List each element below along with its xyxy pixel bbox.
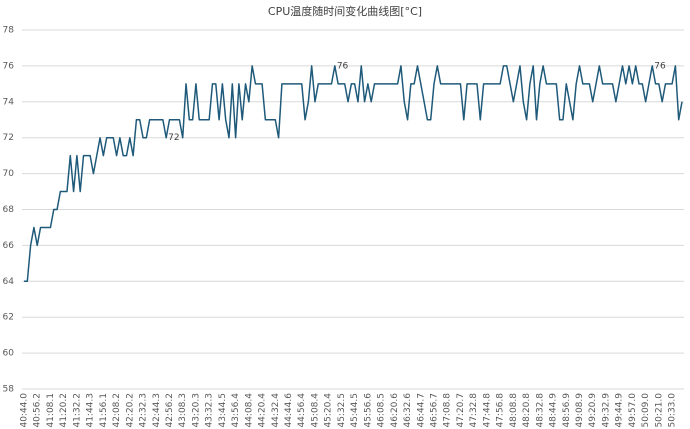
x-tick-label: 44:56.4 xyxy=(297,393,307,428)
x-tick-label: 48:32.8 xyxy=(535,393,545,428)
x-tick-label: 48:08.8 xyxy=(509,393,519,428)
x-tick-label: 40:44.0 xyxy=(20,393,30,428)
x-tick-label: 44:32.4 xyxy=(271,393,281,428)
x-tick-label: 49:57.0 xyxy=(628,393,638,428)
x-tick-label: 44:20.4 xyxy=(258,393,268,428)
y-tick-label: 62 xyxy=(3,313,14,323)
x-tick-label: 49:44.9 xyxy=(615,393,625,428)
data-line xyxy=(24,65,683,283)
x-tick-label: 46:56.7 xyxy=(430,393,440,428)
x-tick-label: 46:20.6 xyxy=(390,393,400,428)
x-tick-label: 47:56.8 xyxy=(496,393,506,428)
x-tick-label: 42:32.3 xyxy=(139,393,149,428)
y-tick-label: 76 xyxy=(3,61,15,71)
x-tick-label: 47:32.8 xyxy=(469,393,479,428)
x-tick-label: 49:08.9 xyxy=(575,393,585,428)
x-tick-label: 48:44.9 xyxy=(549,393,559,428)
y-tick-label: 60 xyxy=(3,349,15,359)
x-tick-label: 49:32.9 xyxy=(601,393,611,428)
x-tick-label: 50:09.0 xyxy=(641,393,651,428)
x-tick-label: 42:56.2 xyxy=(165,393,175,428)
x-tick-label: 50:21.0 xyxy=(654,393,664,428)
y-tick-label: 66 xyxy=(3,241,15,251)
x-tick-label: 40:56.2 xyxy=(33,393,43,428)
x-tick-label: 49:20.9 xyxy=(588,393,598,428)
x-tick-label: 45:20.4 xyxy=(324,393,334,428)
x-tick-label: 46:44.7 xyxy=(416,393,426,428)
x-tick-label: 46:32.6 xyxy=(403,393,413,428)
x-tick-label: 41:44.3 xyxy=(86,393,96,428)
chart-title: CPU温度随时间变化曲线图[°C] xyxy=(268,4,422,18)
x-tick-label: 42:20.2 xyxy=(125,393,135,428)
x-tick-label: 48:20.8 xyxy=(522,393,532,428)
data-label: 72 xyxy=(168,133,179,143)
x-tick-label: 41:56.1 xyxy=(99,393,109,428)
x-tick-label: 44:44.6 xyxy=(284,393,294,428)
data-label: 76 xyxy=(337,61,349,71)
x-tick-label: 43:08.3 xyxy=(178,393,188,428)
x-tick-label: 43:32.3 xyxy=(205,393,215,428)
x-tick-label: 41:32.2 xyxy=(72,393,82,428)
y-tick-label: 74 xyxy=(3,97,15,107)
y-tick-label: 72 xyxy=(3,133,14,143)
x-tick-label: 42:44.3 xyxy=(152,393,162,428)
y-tick-label: 58 xyxy=(3,385,15,395)
x-tick-label: 43:56.4 xyxy=(231,393,241,428)
y-tick-label: 78 xyxy=(3,26,15,36)
x-tick-label: 47:20.7 xyxy=(456,393,466,428)
x-tick-label: 45:56.6 xyxy=(363,393,373,428)
x-tick-label: 48:56.9 xyxy=(562,393,572,428)
x-tick-label: 43:44.5 xyxy=(218,393,228,428)
x-tick-label: 41:20.2 xyxy=(59,393,69,428)
x-tick-label: 47:08.8 xyxy=(443,393,453,428)
y-tick-label: 70 xyxy=(3,169,15,179)
x-tick-label: 45:32.5 xyxy=(337,393,347,428)
x-tick-label: 50:33.0 xyxy=(668,393,678,428)
x-tick-label: 47:44.8 xyxy=(482,393,492,428)
data-label: 76 xyxy=(654,61,666,71)
y-tick-label: 64 xyxy=(3,277,15,287)
x-tick-label: 45:44.5 xyxy=(350,393,360,428)
x-tick-label: 41:08.1 xyxy=(46,393,56,428)
x-tick-label: 45:08.4 xyxy=(310,393,320,428)
x-tick-label: 43:20.3 xyxy=(191,393,201,428)
x-tick-label: 42:08.2 xyxy=(112,393,122,428)
x-tick-label: 46:08.5 xyxy=(377,393,387,428)
y-tick-label: 68 xyxy=(3,205,15,215)
x-tick-label: 44:08.4 xyxy=(244,393,254,428)
